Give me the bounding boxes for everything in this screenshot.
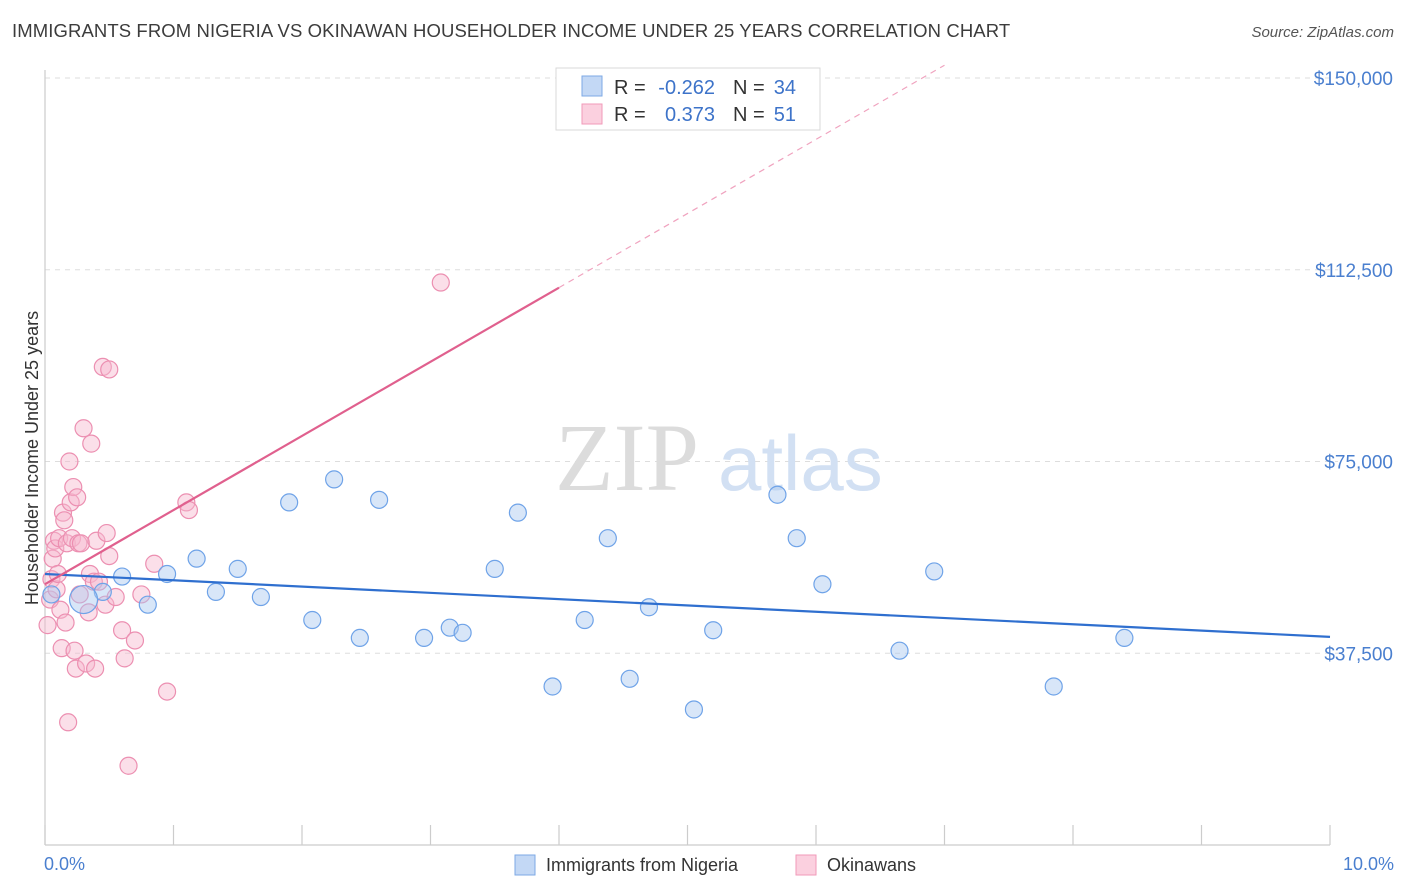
okinawan-point xyxy=(100,360,119,379)
chart-title: IMMIGRANTS FROM NIGERIA VS OKINAWAN HOUS… xyxy=(12,20,1011,41)
nigeria-point xyxy=(1044,677,1063,696)
nigeria-trend-line xyxy=(44,572,1331,638)
okinawan-point xyxy=(125,631,145,650)
trend-lines xyxy=(44,64,1331,638)
nigeria-point xyxy=(639,598,659,617)
okinawan-point xyxy=(38,616,57,635)
legend-swatch-nigeria xyxy=(581,75,603,97)
okinawan-point xyxy=(112,621,132,640)
nigeria-point xyxy=(251,587,270,607)
okinawan-point xyxy=(119,756,138,775)
nigeria-point xyxy=(206,582,226,601)
nigeria-point xyxy=(1115,628,1134,648)
okinawan-point xyxy=(53,503,73,522)
okinawan-point xyxy=(60,452,79,471)
x-tick-label-max: 10.0% xyxy=(1343,854,1394,874)
nigeria-point xyxy=(325,470,344,489)
okinawan-point xyxy=(77,654,96,673)
legend-r-label-1: R = xyxy=(614,77,646,99)
nigeria-point xyxy=(280,493,299,512)
legend-swatch-okinawan xyxy=(581,103,603,125)
y-tick-label: $75,000 xyxy=(1324,453,1393,474)
okinawan-point xyxy=(59,713,78,732)
x-tick-label-min: 0.0% xyxy=(44,854,85,874)
x-ticks xyxy=(44,825,1331,845)
okinawan-point xyxy=(157,682,177,701)
okinawan-point xyxy=(47,580,66,599)
okinawan-trend-extension xyxy=(558,64,945,289)
watermark: ZIP atlas xyxy=(555,404,883,511)
legend-n-label-2: N = xyxy=(733,104,765,126)
okinawan-point xyxy=(145,554,164,573)
okinawan-point xyxy=(68,488,87,507)
okinawan-point xyxy=(431,273,450,292)
legend-n-label-1: N = xyxy=(733,77,765,99)
nigeria-point xyxy=(620,669,639,688)
bottom-legend-swatch-nigeria xyxy=(514,854,536,876)
nigeria-point xyxy=(68,584,99,615)
series-legend: Immigrants from Nigeria Okinawans xyxy=(514,854,916,876)
bottom-legend-swatch-okinawan xyxy=(795,854,817,876)
okinawan-point xyxy=(86,659,105,678)
nigeria-point xyxy=(93,582,112,601)
nigeria-point xyxy=(813,575,832,594)
legend-r-value-2: 0.373 xyxy=(665,104,715,126)
watermark-atlas: atlas xyxy=(718,419,883,507)
nigeria-point xyxy=(575,610,594,630)
nigeria-point xyxy=(485,559,504,578)
okinawan-point xyxy=(56,613,75,632)
bottom-legend-label-nigeria: Immigrants from Nigeria xyxy=(546,855,739,875)
okinawan-point xyxy=(64,477,83,497)
nigeria-point xyxy=(303,610,322,630)
legend-n-value-1: 34 xyxy=(774,77,796,99)
nigeria-point xyxy=(925,562,944,581)
stats-legend: R = -0.262 N = 34 R = 0.373 N = 51 xyxy=(555,67,821,131)
nigeria-point xyxy=(890,641,909,660)
bottom-legend-label-okinawan: Okinawans xyxy=(827,855,916,875)
nigeria-point xyxy=(350,628,369,648)
nigeria-points xyxy=(42,470,1134,719)
okinawan-point xyxy=(71,534,91,553)
nigeria-point xyxy=(453,623,472,642)
nigeria-point xyxy=(138,595,157,614)
okinawan-point xyxy=(87,531,106,550)
okinawan-point xyxy=(74,419,93,438)
watermark-zip: ZIP xyxy=(555,404,699,511)
y-tick-labels: $37,500 $75,000 $112,500 $150,000 xyxy=(1314,69,1393,665)
okinawan-point xyxy=(132,585,151,604)
nigeria-point xyxy=(508,503,527,522)
okinawan-point xyxy=(55,511,74,530)
legend-r-label-2: R = xyxy=(614,104,646,126)
okinawan-point xyxy=(115,649,134,668)
nigeria-point xyxy=(684,700,704,719)
okinawan-point xyxy=(46,539,65,558)
nigeria-point xyxy=(543,677,562,696)
nigeria-point xyxy=(370,490,389,509)
okinawan-point xyxy=(97,523,116,543)
nigeria-point xyxy=(414,628,434,648)
okinawan-points xyxy=(38,273,450,775)
nigeria-point xyxy=(787,529,806,548)
okinawan-point xyxy=(82,434,101,453)
y-tick-label: $112,500 xyxy=(1315,261,1393,282)
okinawan-point xyxy=(65,641,84,660)
okinawan-point xyxy=(66,659,85,678)
y-tick-label: $150,000 xyxy=(1314,69,1393,90)
legend-n-value-2: 51 xyxy=(774,104,796,126)
nigeria-point xyxy=(187,549,206,568)
nigeria-point xyxy=(768,485,787,504)
okinawan-trend-line xyxy=(44,286,560,586)
y-tick-label: $37,500 xyxy=(1324,644,1393,665)
nigeria-point xyxy=(704,621,723,640)
source-label: Source: ZipAtlas.com xyxy=(1251,24,1394,41)
y-axis-title: Householder Income Under 25 years xyxy=(22,311,42,605)
nigeria-point xyxy=(42,585,61,604)
legend-r-value-1: -0.262 xyxy=(658,77,715,99)
nigeria-point xyxy=(228,559,247,578)
nigeria-point xyxy=(157,564,177,584)
nigeria-point xyxy=(598,529,617,548)
